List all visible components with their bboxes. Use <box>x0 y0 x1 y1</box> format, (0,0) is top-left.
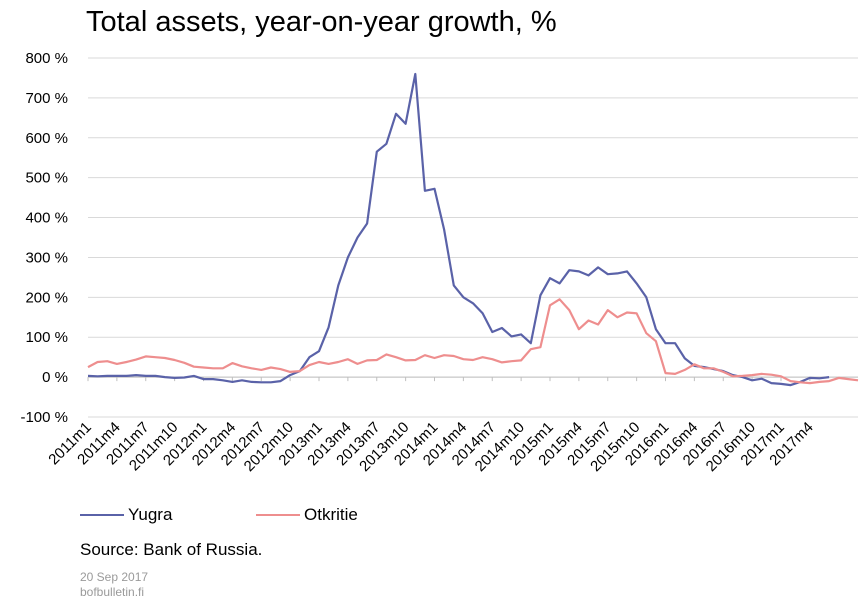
publication-date: 20 Sep 2017 <box>80 570 149 584</box>
source-note: Source: Bank of Russia. <box>80 540 263 559</box>
y-tick-label: 300 % <box>25 249 68 266</box>
x-axis: 2011m12011m42011m72011m102012m12012m4201… <box>45 376 858 475</box>
series-line-yugra <box>87 72 830 387</box>
legend-swatch-otkritie <box>256 514 300 516</box>
line-chart: 800 % 700 % 600 % 500 % 400 % 300 % 200 % 100 %… <box>20 50 859 475</box>
y-tick-label: 500 % <box>25 170 68 187</box>
y-tick-label: 700 % <box>25 90 68 107</box>
y-tick-label: -100 % <box>20 409 68 426</box>
y-tick-label: 400 % <box>25 210 68 227</box>
site-name: bofbulletin.fi <box>80 585 145 599</box>
y-tick-label: 100 % <box>25 329 68 346</box>
legend-label-otkritie: Otkritie <box>304 505 358 524</box>
legend-item-otkritie: Otkritie <box>256 505 358 525</box>
gridlines <box>88 57 858 418</box>
legend-label-yugra: Yugra <box>128 505 173 524</box>
y-tick-label: 600 % <box>25 130 68 147</box>
series-line-otkritie <box>87 298 859 385</box>
y-axis-ticks: 800 % 700 % 600 % 500 % 400 % 300 % 200 % 100 %… <box>20 50 68 426</box>
legend-item-yugra: Yugra <box>80 505 172 525</box>
series-lines <box>87 72 859 387</box>
chart-title: Total assets, year-on-year growth, % <box>86 6 557 38</box>
y-tick-label: 0 % <box>42 369 68 386</box>
y-tick-label: 200 % <box>25 289 68 306</box>
legend-swatch-yugra <box>80 514 124 516</box>
y-tick-label: 800 % <box>25 50 68 67</box>
